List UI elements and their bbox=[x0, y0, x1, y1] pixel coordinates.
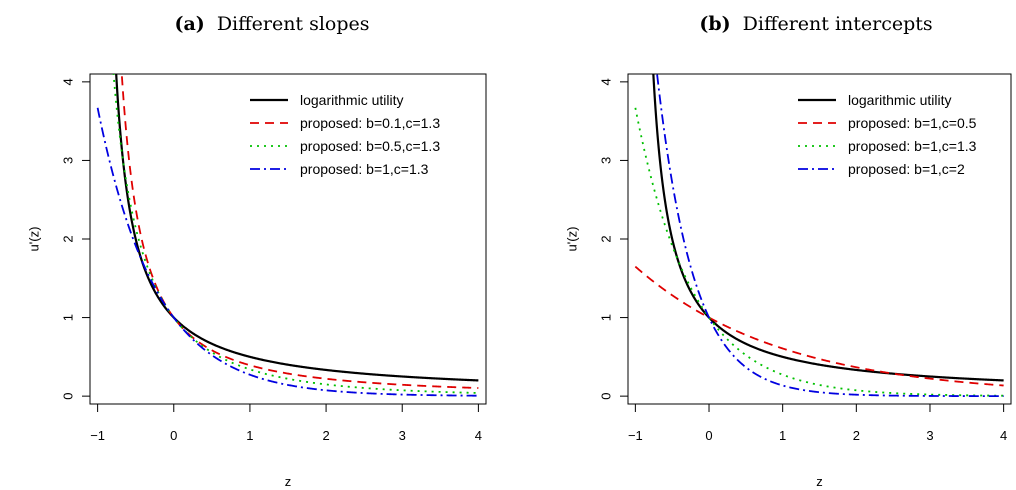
y-tick-label: 4 bbox=[61, 78, 76, 85]
x-tick-label: 2 bbox=[322, 428, 329, 443]
series-line-0 bbox=[115, 74, 479, 382]
legend-label-3: proposed: b=1,c=2 bbox=[848, 161, 965, 177]
y-tick-label: 0 bbox=[61, 393, 76, 400]
x-tick-label: 3 bbox=[399, 428, 406, 443]
y-tick-label: 0 bbox=[599, 393, 614, 400]
y-axis-label: u'(z) bbox=[565, 227, 580, 252]
series-line-3 bbox=[96, 107, 479, 397]
x-axis-label: z bbox=[285, 474, 292, 489]
y-tick-label: 1 bbox=[61, 314, 76, 321]
x-tick-label: 0 bbox=[170, 428, 177, 443]
x-tick-label: 2 bbox=[853, 428, 860, 443]
series-line-3 bbox=[656, 74, 1004, 398]
series-line-1 bbox=[120, 74, 479, 389]
y-tick-label: 3 bbox=[599, 157, 614, 164]
panel-b-tag: (b) bbox=[699, 13, 730, 35]
x-tick-label: −1 bbox=[628, 428, 643, 443]
x-tick-label: 3 bbox=[926, 428, 933, 443]
panel-b-title-text: Different intercepts bbox=[743, 13, 933, 35]
y-axis-label: u'(z) bbox=[27, 227, 42, 252]
x-tick-label: 1 bbox=[246, 428, 253, 443]
series-line-0 bbox=[652, 74, 1004, 382]
legend-label-1: proposed: b=1,c=0.5 bbox=[848, 115, 977, 131]
legend-label-2: proposed: b=1,c=1.3 bbox=[848, 138, 977, 154]
series-line-1 bbox=[634, 265, 1004, 387]
y-tick-label: 4 bbox=[599, 78, 614, 85]
x-axis-label: z bbox=[816, 474, 823, 489]
legend-label-1: proposed: b=0.1,c=1.3 bbox=[300, 115, 440, 131]
panel-a-title: (a) Different slopes bbox=[174, 13, 369, 35]
panel-b: (b) Different intercepts −1 0 1 2 3 4 0 1 2 3 4 z u'… bbox=[565, 13, 1012, 489]
y-tick-label: 3 bbox=[61, 157, 76, 164]
x-tick-label: 4 bbox=[1000, 428, 1007, 443]
legend-label-2: proposed: b=0.5,c=1.3 bbox=[300, 138, 440, 154]
panel-a-title-text: Different slopes bbox=[217, 13, 370, 35]
legend-label-0: logarithmic utility bbox=[848, 92, 951, 108]
x-tick-label: −1 bbox=[90, 428, 105, 443]
panel-b-title: (b) Different intercepts bbox=[699, 13, 932, 35]
x-tick-label: 0 bbox=[705, 428, 712, 443]
y-tick-label: 2 bbox=[599, 235, 614, 242]
y-tick-label: 2 bbox=[61, 235, 76, 242]
x-tick-label: 4 bbox=[475, 428, 482, 443]
x-tick-label: 1 bbox=[779, 428, 786, 443]
legend-label-0: logarithmic utility bbox=[300, 92, 403, 108]
legend-label-3: proposed: b=1,c=1.3 bbox=[300, 161, 429, 177]
panel-a: (a) Different slopes −1 0 1 2 3 4 0 1 2 3 4 z u'(z) l… bbox=[27, 13, 487, 489]
panel-a-tag: (a) bbox=[174, 13, 204, 35]
series-line-2 bbox=[112, 74, 479, 394]
y-tick-label: 1 bbox=[599, 314, 614, 321]
